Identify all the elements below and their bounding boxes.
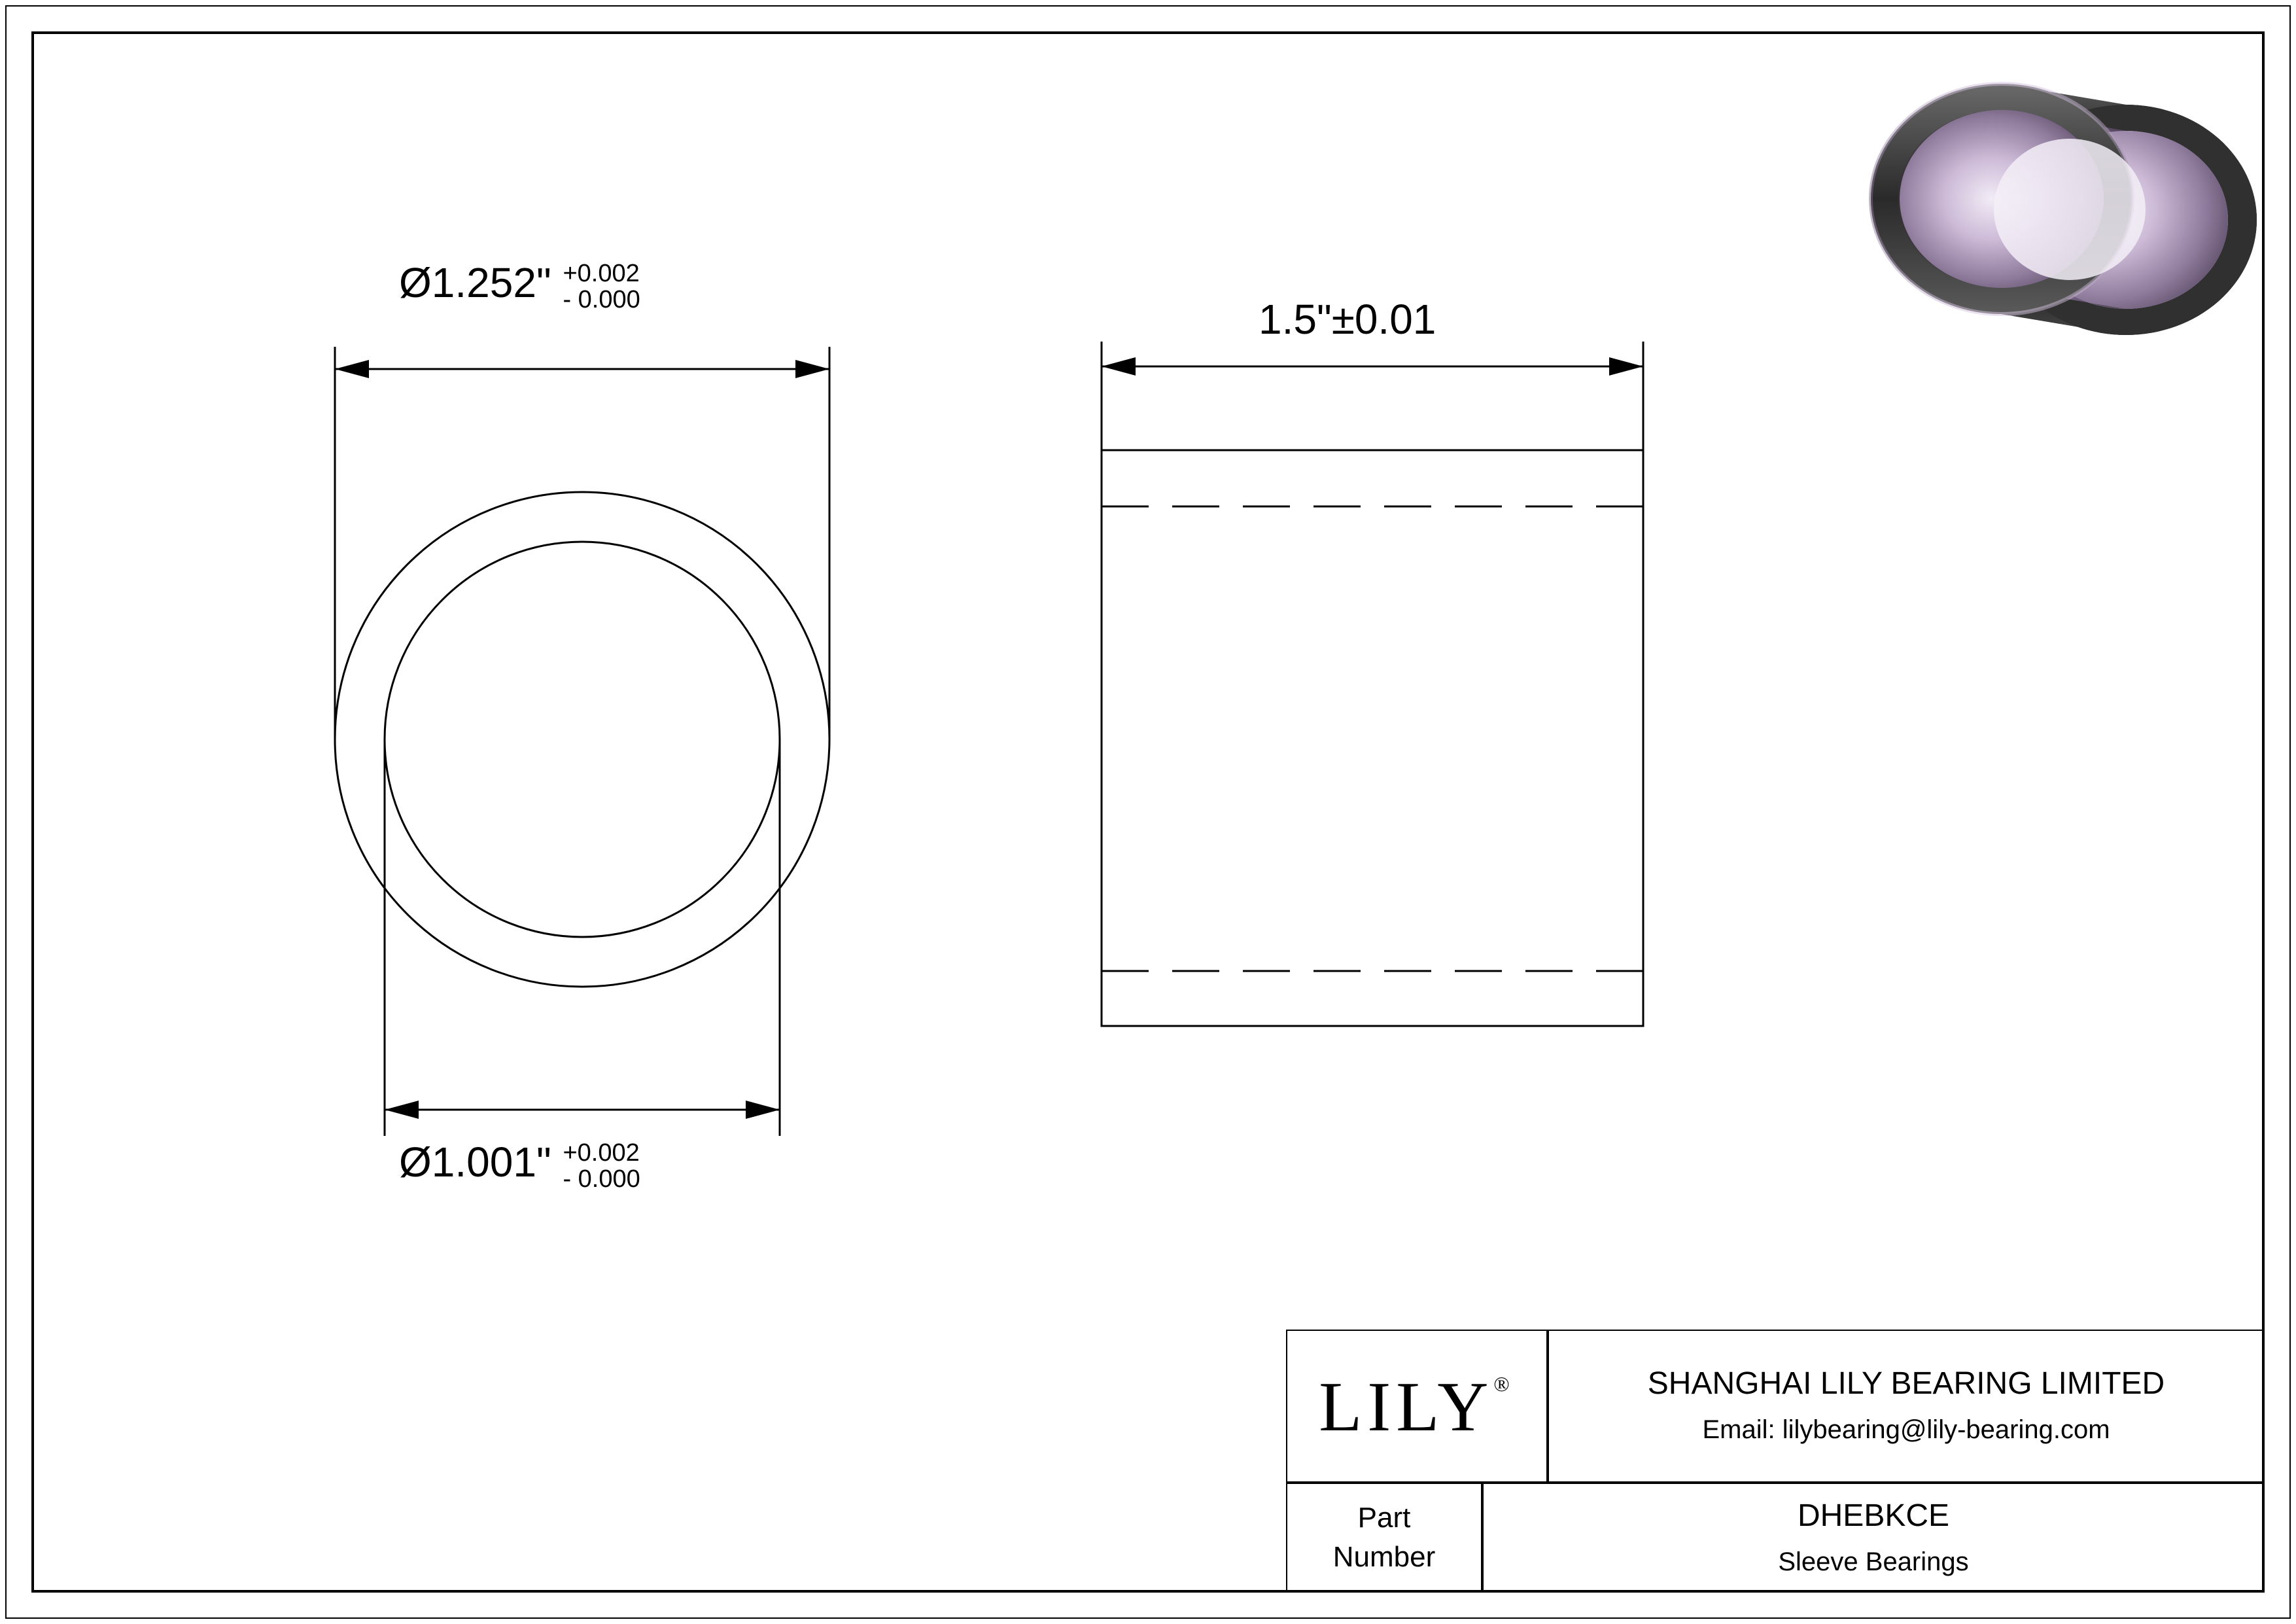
part-number: DHEBKCE (1798, 1498, 1949, 1534)
part-label-l2: Number (1333, 1538, 1436, 1576)
titleblock-partlabel-cell: Part Number (1286, 1483, 1482, 1593)
logo-text: LILY® (1319, 1366, 1514, 1447)
company-name: SHANGHAI LILY BEARING LIMITED (1648, 1366, 2165, 1403)
titleblock-partno-cell: DHEBKCE Sleeve Bearings (1482, 1483, 2265, 1593)
side-rect (1102, 450, 1643, 1026)
part-label-l1: Part (1333, 1499, 1436, 1538)
logo-reg: ® (1493, 1373, 1514, 1396)
company-email: Email: lilybearing@lily-bearing.com (1702, 1416, 2110, 1446)
dim-len-text: 1.5"±0.01 (1259, 296, 1436, 344)
part-description: Sleeve Bearings (1778, 1547, 1968, 1578)
iso-view (1845, 52, 2263, 366)
part-label: Part Number (1333, 1499, 1436, 1577)
logo-word: LILY (1319, 1367, 1493, 1445)
titleblock-logo-cell: LILY® (1286, 1330, 1548, 1483)
dim-len-arrow-right (1609, 357, 1643, 376)
titleblock-company-cell: SHANGHAI LILY BEARING LIMITED Email: lil… (1548, 1330, 2265, 1483)
iso-through-light (1994, 139, 2146, 280)
dim-len-arrow-left (1102, 357, 1136, 376)
